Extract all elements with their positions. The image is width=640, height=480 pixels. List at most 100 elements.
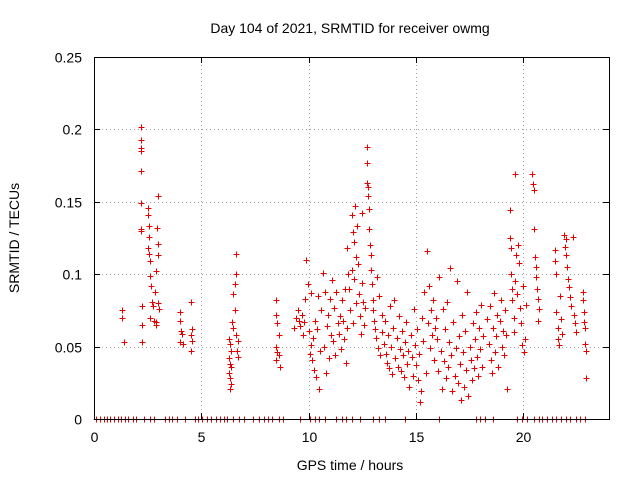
chart-title: Day 104 of 2021, SRMTID for receiver owm…	[210, 20, 489, 36]
data-point	[311, 367, 318, 374]
data-point	[375, 345, 382, 352]
data-point	[180, 341, 187, 348]
data-point	[420, 338, 427, 345]
data-point	[412, 342, 419, 349]
data-point	[138, 148, 145, 155]
data-point	[509, 297, 516, 304]
data-point	[146, 223, 153, 230]
data-point	[406, 384, 413, 391]
x-tick-label: 5	[198, 429, 206, 445]
data-point	[533, 274, 540, 281]
data-point	[345, 271, 352, 278]
data-point	[564, 264, 571, 271]
data-point	[382, 318, 389, 325]
data-point	[332, 352, 339, 359]
data-point	[522, 336, 529, 343]
data-point	[464, 289, 471, 296]
data-point	[138, 168, 145, 175]
data-point	[119, 307, 126, 314]
data-point	[302, 296, 309, 303]
y-tick-label: 0.25	[55, 50, 82, 66]
data-point	[230, 291, 237, 298]
data-point	[508, 245, 515, 252]
data-point	[580, 289, 587, 296]
y-tick-label: 0.05	[55, 340, 82, 356]
data-point	[403, 319, 410, 326]
data-point	[429, 332, 436, 339]
data-point	[327, 296, 334, 303]
data-point	[494, 312, 501, 319]
data-point	[555, 336, 562, 343]
data-point	[295, 307, 302, 314]
data-point	[432, 325, 439, 332]
data-point	[423, 370, 430, 377]
data-point	[340, 318, 347, 325]
data-point	[372, 326, 379, 333]
data-point	[397, 346, 404, 353]
data-point	[409, 354, 416, 361]
data-point	[228, 381, 235, 388]
data-point	[273, 312, 280, 319]
data-point	[325, 312, 332, 319]
data-point	[489, 370, 496, 377]
data-point	[415, 377, 422, 384]
data-point	[504, 386, 511, 393]
data-point	[530, 181, 537, 188]
data-point	[138, 200, 145, 207]
data-point	[147, 273, 154, 280]
data-point	[413, 362, 420, 369]
data-point	[150, 303, 157, 310]
data-point	[381, 341, 388, 348]
data-point	[450, 319, 457, 326]
data-point	[417, 399, 424, 406]
data-point	[444, 299, 451, 306]
data-point	[274, 320, 281, 327]
data-point	[155, 252, 162, 259]
data-point	[323, 370, 330, 377]
data-point	[226, 336, 233, 343]
data-point	[146, 234, 153, 241]
data-point	[226, 370, 233, 377]
data-point	[355, 261, 362, 268]
data-point	[573, 329, 580, 336]
data-point	[565, 276, 572, 283]
data-point	[447, 265, 454, 272]
data-point	[567, 294, 574, 301]
data-point	[391, 297, 398, 304]
data-point	[365, 184, 372, 191]
data-point	[478, 302, 485, 309]
data-point	[347, 307, 354, 314]
data-point	[322, 289, 329, 296]
data-point	[488, 357, 495, 364]
data-point	[315, 293, 322, 300]
data-point	[512, 278, 519, 285]
data-point	[349, 212, 356, 219]
data-point	[306, 328, 313, 335]
data-point	[404, 361, 411, 368]
data-point	[324, 323, 331, 330]
data-point	[531, 187, 538, 194]
data-point	[351, 239, 358, 246]
data-point	[479, 364, 486, 371]
data-point	[493, 333, 500, 340]
data-point	[364, 144, 371, 151]
data-point	[356, 291, 363, 298]
data-point	[508, 271, 515, 278]
data-point	[509, 286, 516, 293]
x-tick-label: 15	[409, 429, 425, 445]
data-point	[305, 281, 312, 288]
data-point	[232, 281, 239, 288]
data-point	[497, 318, 504, 325]
data-point	[383, 351, 390, 358]
data-point	[374, 274, 381, 281]
data-point	[232, 307, 239, 314]
data-point	[276, 352, 283, 359]
data-point	[566, 284, 573, 291]
data-point	[555, 325, 562, 332]
data-point	[368, 252, 375, 259]
data-point	[336, 331, 343, 338]
data-point	[405, 348, 412, 355]
data-point	[500, 328, 507, 335]
data-point	[581, 319, 588, 326]
data-point	[371, 318, 378, 325]
